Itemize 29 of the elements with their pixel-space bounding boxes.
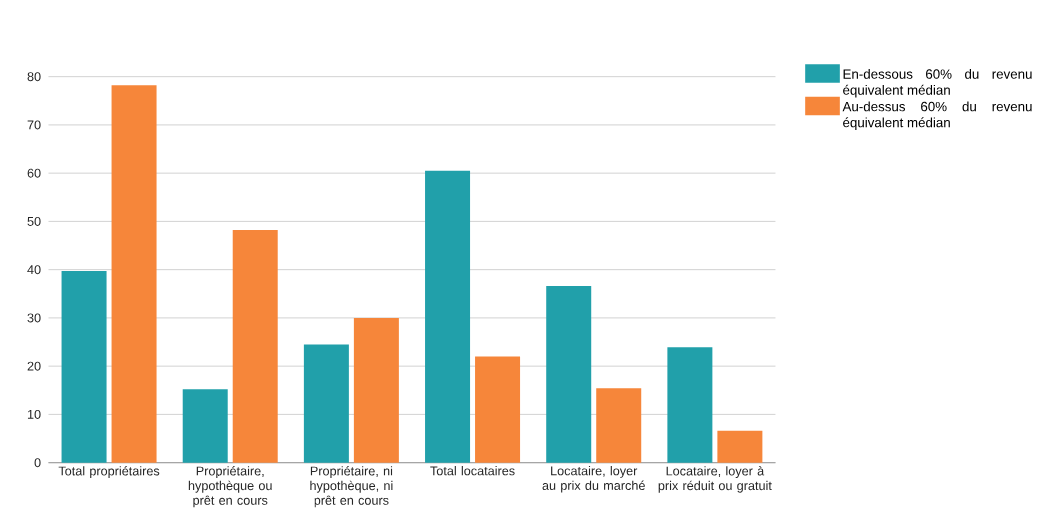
bar [475, 356, 521, 463]
y-tick-label: 30 [27, 313, 41, 323]
bar [232, 230, 278, 463]
x-tick-label: Total locataires [430, 466, 515, 476]
y-tick-label: 40 [27, 265, 41, 275]
bar [717, 430, 763, 463]
bar [596, 388, 642, 463]
legend-label: Au-dessus 60% du revenu équivalent médian [842, 101, 1032, 130]
y-tick-label: 50 [27, 216, 41, 226]
x-tick-label: Total propriétaires [58, 466, 160, 478]
x-tick-label: Locataire, loyer au prix du marché [542, 466, 645, 493]
y-tick-label: 80 [27, 72, 41, 82]
y-tick-label: 10 [27, 409, 41, 419]
bar [111, 85, 157, 463]
x-tick-label: Propriétaire, hypothèque ou prêt en cours [188, 466, 272, 508]
bar [61, 271, 107, 463]
x-tick-label: Locataire, loyer à prix réduit ou gratuit [658, 466, 772, 493]
bar [425, 170, 471, 463]
bar [182, 389, 228, 463]
x-tick-label: Propriétaire, ni hypothèque, ni prêt en cours [310, 466, 393, 508]
bar [303, 344, 349, 463]
y-tick-label: 0 [34, 458, 41, 468]
y-tick-label: 70 [27, 120, 41, 130]
y-tick-label: 60 [27, 168, 41, 178]
bar [353, 317, 399, 463]
bar [546, 286, 592, 463]
bar [667, 347, 713, 463]
y-tick-label: 20 [27, 361, 41, 371]
legend-label: En-dessous 60% du revenu équivalent médian [843, 68, 1032, 98]
